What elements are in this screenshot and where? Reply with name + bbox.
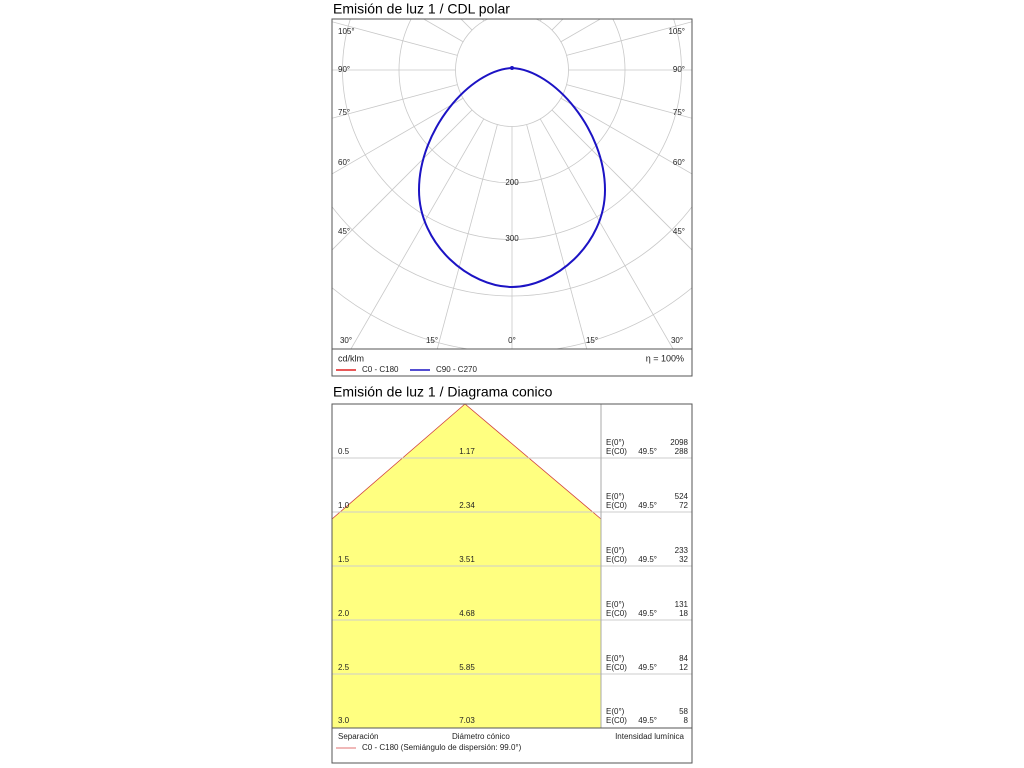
separation: 1.0	[338, 501, 350, 510]
e0-value: 84	[679, 654, 688, 663]
radial-label: 200	[505, 178, 519, 187]
efficiency: η = 100%	[646, 353, 684, 363]
angle-label: 105°	[338, 27, 355, 36]
unit: cd/klm	[338, 353, 364, 363]
angle: 49.5°	[638, 501, 657, 510]
e0-label: E(0°)	[606, 492, 625, 501]
angle-label: 75°	[673, 108, 685, 117]
angle: 49.5°	[638, 447, 657, 456]
ec0-label: E(C0)	[606, 501, 627, 510]
footer-label: Diámetro cónico	[452, 732, 510, 741]
e0-label: E(0°)	[606, 707, 625, 716]
grid-ray	[527, 0, 668, 15]
ec0-value: 8	[684, 716, 689, 725]
ec0-label: E(C0)	[606, 447, 627, 456]
diameter: 3.51	[459, 555, 475, 564]
grid-ray	[560, 19, 602, 43]
e0-value: 131	[675, 600, 689, 609]
diameter: 1.17	[459, 447, 475, 456]
e0-value: 2098	[670, 438, 688, 447]
grid-ray	[332, 21, 458, 56]
angle: 49.5°	[638, 663, 657, 672]
angle-label: 75°	[338, 108, 350, 117]
ec0-label: E(C0)	[606, 716, 627, 725]
footer-label: Separación	[338, 732, 378, 741]
polar-curve	[417, 66, 607, 289]
grid-ray	[560, 97, 692, 175]
cone-title: Emisión de luz 1 / Diagrama conico	[333, 384, 553, 400]
e0-value: 58	[679, 707, 688, 716]
separation: 3.0	[338, 716, 350, 725]
ec0-value: 288	[675, 447, 689, 456]
e0-label: E(0°)	[606, 600, 625, 609]
e0-label: E(0°)	[606, 654, 625, 663]
separation: 2.0	[338, 609, 350, 618]
grid-ray	[526, 124, 588, 349]
angle-label: 30°	[671, 336, 683, 345]
grid-ray	[350, 118, 485, 349]
e0-label: E(0°)	[606, 438, 625, 447]
ec0-label: E(C0)	[606, 663, 627, 672]
ec0-value: 32	[679, 555, 688, 564]
ec0-label: E(C0)	[606, 555, 627, 564]
angle-label: 0°	[508, 336, 516, 345]
footer-label: Intensidad lumínica	[615, 732, 684, 741]
angle: 49.5°	[638, 555, 657, 564]
angle: 49.5°	[638, 716, 657, 725]
e0-value: 524	[675, 492, 689, 501]
angle-label: 60°	[338, 158, 350, 167]
grid-ray	[332, 109, 473, 251]
grid-ray	[551, 19, 564, 31]
polar-grid	[332, 0, 692, 349]
angle-label: 30°	[340, 336, 352, 345]
e0-value: 233	[675, 546, 689, 555]
diameter: 4.68	[459, 609, 475, 618]
cone-grid	[332, 457, 692, 675]
angle-label: 45°	[673, 227, 685, 236]
grid-ray	[539, 19, 542, 22]
grid-ray	[436, 124, 498, 349]
radial-label: 300	[505, 234, 519, 243]
cone-frame	[331, 403, 693, 764]
ec0-value: 18	[679, 609, 688, 618]
separation: 2.5	[338, 663, 350, 672]
e0-label: E(0°)	[606, 546, 625, 555]
curve-dot	[510, 66, 514, 70]
separation: 0.5	[338, 447, 350, 456]
separation: 1.5	[338, 555, 350, 564]
grid-ray	[566, 21, 692, 56]
polar-title: Emisión de luz 1 / CDL polar	[333, 1, 510, 17]
ec0-value: 72	[679, 501, 688, 510]
legend-label: C0 - C180 (Semiángulo de dispersión: 99.…	[362, 743, 522, 752]
grid-ray	[332, 84, 458, 119]
angle-label: 15°	[426, 336, 438, 345]
diameter: 5.85	[459, 663, 475, 672]
ec0-value: 12	[679, 663, 688, 672]
grid-ray	[539, 118, 674, 349]
angle-label: 60°	[673, 158, 685, 167]
angle-label: 45°	[338, 227, 350, 236]
angle-label: 15°	[586, 336, 598, 345]
diameter: 7.03	[459, 716, 475, 725]
grid-ray	[566, 84, 692, 119]
legend-label: C0 - C180	[362, 365, 399, 374]
grid-ray	[551, 109, 692, 251]
angle-label: 90°	[338, 65, 350, 74]
polar-frame	[331, 18, 693, 377]
legend-label: C90 - C270	[436, 365, 477, 374]
diameter: 2.34	[459, 501, 475, 510]
angle-label: 105°	[668, 27, 685, 36]
ec0-label: E(C0)	[606, 609, 627, 618]
grid-ray	[332, 97, 464, 175]
angle: 49.5°	[638, 609, 657, 618]
angle-label: 90°	[673, 65, 685, 74]
